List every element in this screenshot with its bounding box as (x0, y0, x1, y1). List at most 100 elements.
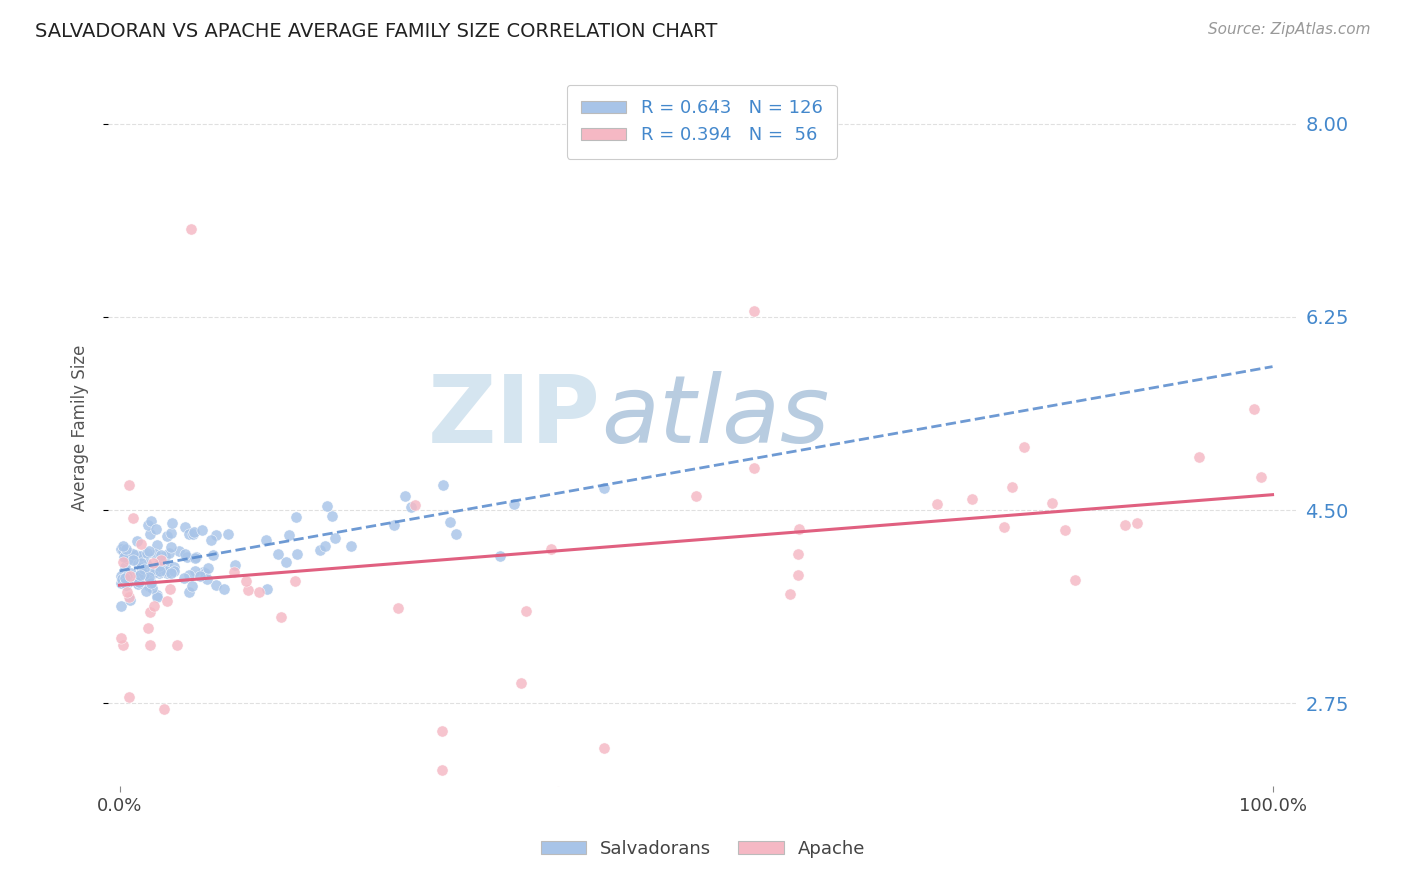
Point (177, 527, 200, 541)
Point (138, 517, 160, 532)
Point (387, 601, 409, 615)
Point (115, 585, 138, 599)
Point (142, 556, 165, 570)
Point (224, 558, 246, 572)
Point (160, 526, 183, 541)
Point (148, 566, 170, 581)
Point (321, 509, 343, 524)
Point (547, 785, 569, 799)
Point (173, 520, 195, 534)
Point (125, 548, 148, 562)
Point (110, 575, 132, 590)
Point (787, 522, 810, 536)
Point (179, 568, 201, 582)
Point (1064, 573, 1087, 587)
Point (143, 548, 166, 562)
Point (235, 574, 257, 588)
Point (128, 568, 150, 582)
Point (115, 568, 138, 582)
Point (432, 763, 454, 777)
Point (1040, 496, 1063, 510)
Point (112, 555, 135, 569)
Point (112, 539, 135, 553)
Point (432, 723, 454, 738)
Point (200, 533, 222, 548)
Point (432, 477, 454, 491)
Point (173, 547, 195, 561)
Point (184, 549, 207, 564)
Point (156, 594, 179, 608)
Point (132, 562, 155, 576)
Point (489, 549, 512, 563)
Point (314, 539, 336, 553)
Point (309, 542, 332, 557)
Point (284, 574, 307, 588)
Point (540, 542, 562, 557)
Point (339, 539, 361, 553)
Point (1001, 480, 1024, 494)
Point (139, 577, 162, 591)
Point (238, 582, 260, 597)
Point (129, 560, 152, 574)
Point (115, 577, 138, 591)
Point (316, 499, 339, 513)
Point (128, 549, 150, 564)
Point (142, 563, 165, 577)
Point (156, 529, 179, 543)
Point (202, 548, 225, 562)
Point (149, 564, 172, 578)
Point (163, 564, 186, 578)
Point (112, 550, 135, 565)
Point (1053, 523, 1076, 537)
Point (384, 518, 406, 533)
Y-axis label: Average Family Size: Average Family Size (72, 344, 89, 510)
Point (592, 481, 614, 495)
Point (110, 632, 132, 646)
Point (1250, 469, 1272, 483)
Point (180, 221, 202, 235)
Point (159, 582, 181, 596)
Point (150, 562, 173, 576)
Point (993, 520, 1015, 534)
Point (183, 525, 205, 540)
Point (217, 526, 239, 541)
Point (779, 587, 801, 601)
Point (145, 566, 167, 580)
Point (110, 541, 132, 556)
Point (148, 558, 170, 572)
Point (742, 304, 765, 318)
Point (285, 547, 308, 561)
Point (592, 740, 614, 755)
Point (1114, 518, 1136, 533)
Point (139, 639, 162, 653)
Point (145, 589, 167, 603)
Point (129, 536, 152, 550)
Point (132, 566, 155, 581)
Point (127, 577, 149, 591)
Point (166, 638, 188, 652)
Text: ZIP: ZIP (427, 370, 600, 463)
Point (173, 571, 195, 585)
Point (149, 552, 172, 566)
Point (153, 549, 176, 563)
Point (204, 578, 226, 592)
Point (111, 543, 134, 558)
Point (114, 571, 136, 585)
Point (191, 565, 214, 579)
Point (132, 548, 155, 562)
Point (744, 461, 766, 475)
Point (270, 609, 292, 624)
Point (128, 568, 150, 582)
Text: atlas: atlas (600, 371, 830, 462)
Point (135, 583, 157, 598)
Point (274, 555, 297, 569)
Point (205, 528, 228, 542)
Legend: R = 0.643   N = 126, R = 0.394   N =  56: R = 0.643 N = 126, R = 0.394 N = 56 (567, 85, 837, 159)
Point (114, 560, 136, 574)
Point (122, 511, 145, 525)
Point (404, 499, 426, 513)
Point (120, 566, 142, 580)
Point (157, 546, 180, 560)
Point (927, 497, 949, 511)
Text: Source: ZipAtlas.com: Source: ZipAtlas.com (1208, 22, 1371, 37)
